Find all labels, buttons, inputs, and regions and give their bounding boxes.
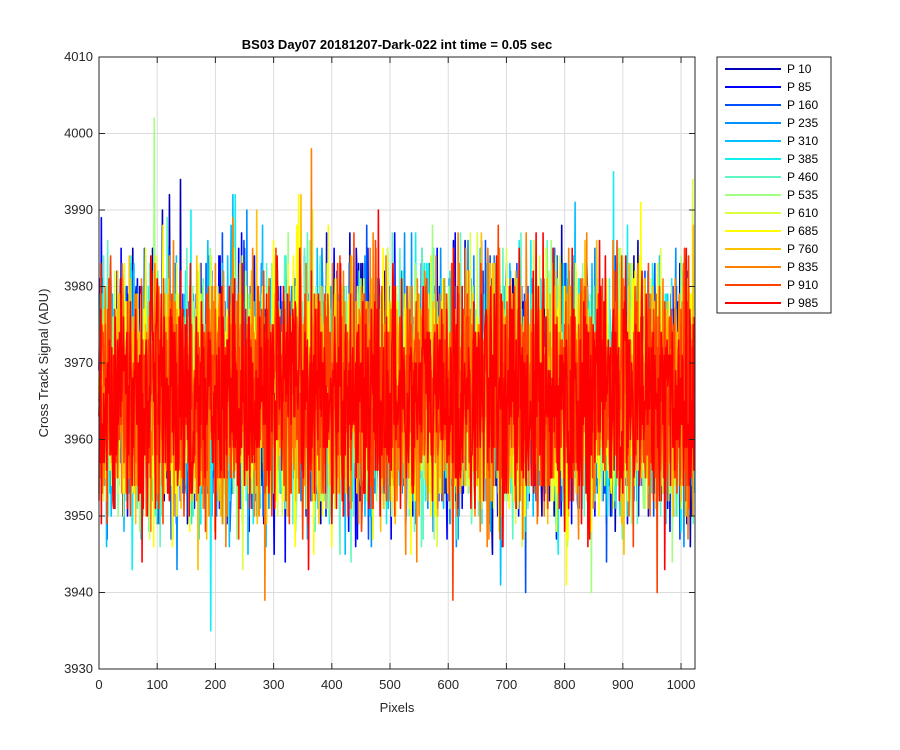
legend-label-2: P 160 bbox=[787, 98, 818, 112]
x-tick-label-3: 300 bbox=[263, 677, 285, 692]
x-tick-label-0: 0 bbox=[95, 677, 102, 692]
legend-label-3: P 235 bbox=[787, 116, 818, 130]
y-tick-label-7: 4000 bbox=[64, 126, 93, 141]
x-tick-label-2: 200 bbox=[205, 677, 227, 692]
legend-label-6: P 460 bbox=[787, 170, 818, 184]
axis-ticks: 0 100 200 300 400 500 600 700 800 900 1000 3930 3940… bbox=[64, 49, 695, 692]
x-tick-label-6: 600 bbox=[437, 677, 459, 692]
y-tick-label-8: 4010 bbox=[64, 49, 93, 64]
legend-label-12: P 910 bbox=[787, 278, 818, 292]
y-tick-label-6: 3990 bbox=[64, 202, 93, 217]
legend: P 10 P 85 P 160 P 235 P 310 P 385 P 460 P 535 P … bbox=[716, 56, 832, 314]
y-tick-label-2: 3950 bbox=[64, 508, 93, 523]
legend-label-11: P 835 bbox=[787, 260, 818, 274]
y-tick-label-1: 3940 bbox=[64, 585, 93, 600]
legend-label-8: P 610 bbox=[787, 206, 818, 220]
x-tick-label-7: 700 bbox=[496, 677, 518, 692]
x-tick-label-5: 500 bbox=[379, 677, 401, 692]
x-tick-label-9: 900 bbox=[612, 677, 634, 692]
y-tick-label-0: 3930 bbox=[64, 661, 93, 676]
series-line-p-985 bbox=[98, 209, 696, 571]
x-tick-label-4: 400 bbox=[321, 677, 343, 692]
legend-label-4: P 310 bbox=[787, 134, 818, 148]
y-tick-label-4: 3970 bbox=[64, 355, 93, 370]
chart-title: BS03 Day07 20181207-Dark-022 int time = … bbox=[242, 37, 552, 52]
legend-box bbox=[716, 56, 832, 314]
x-tick-label-10: 1000 bbox=[667, 677, 696, 692]
x-tick-label-1: 100 bbox=[146, 677, 168, 692]
legend-label-0: P 10 bbox=[787, 62, 812, 76]
x-axis-label: Pixels bbox=[380, 700, 415, 715]
legend-label-5: P 385 bbox=[787, 152, 818, 166]
series-lines bbox=[98, 117, 696, 632]
legend-label-1: P 85 bbox=[787, 80, 812, 94]
x-tick-label-8: 800 bbox=[554, 677, 576, 692]
y-axis-label: Cross Track Signal (ADU) bbox=[36, 289, 51, 438]
y-tick-label-3: 3960 bbox=[64, 432, 93, 447]
legend-label-13: P 985 bbox=[787, 296, 818, 310]
legend-label-10: P 760 bbox=[787, 242, 818, 256]
y-tick-label-5: 3980 bbox=[64, 279, 93, 294]
legend-label-7: P 535 bbox=[787, 188, 818, 202]
legend-label-9: P 685 bbox=[787, 224, 818, 238]
